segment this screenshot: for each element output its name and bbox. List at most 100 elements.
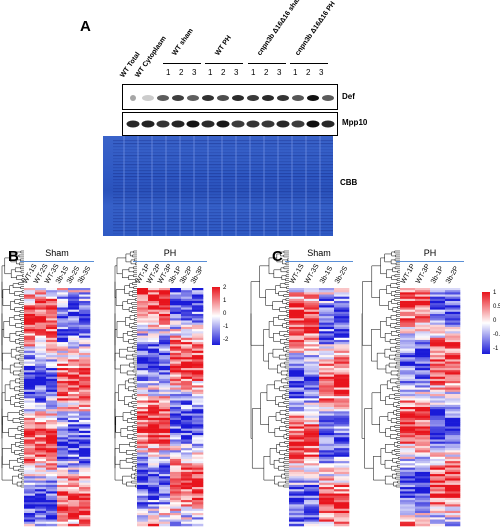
dendrogram-branch bbox=[20, 345, 24, 349]
heatmap-cell bbox=[415, 407, 431, 410]
heatmap-cell bbox=[159, 441, 171, 445]
heatmap-cell bbox=[181, 441, 193, 445]
heatmap-cell bbox=[137, 484, 149, 488]
heatmap-cell bbox=[24, 376, 36, 380]
heatmap-cell bbox=[304, 465, 320, 468]
heatmap-cell bbox=[192, 329, 204, 332]
heatmap-cell bbox=[334, 448, 350, 451]
heatmap-cell bbox=[35, 445, 47, 449]
heatmap-cell bbox=[148, 487, 160, 490]
heatmap-cell bbox=[289, 292, 305, 295]
dendrogram-branch bbox=[397, 441, 400, 444]
heatmap-cell bbox=[148, 370, 160, 373]
heatmap-cell bbox=[137, 350, 149, 354]
heatmap-cell bbox=[35, 300, 47, 304]
dendrogram-branch bbox=[132, 294, 137, 297]
dendrogram-branch bbox=[20, 326, 24, 329]
heatmap-cell bbox=[24, 456, 36, 460]
heatmap-cell bbox=[192, 374, 204, 378]
heatmap-cell bbox=[137, 318, 149, 321]
heatmap-cell bbox=[46, 292, 58, 295]
heatmap-cell bbox=[400, 500, 416, 503]
heatmap-cell bbox=[192, 491, 204, 494]
heatmap-cell bbox=[79, 476, 91, 479]
heatmap-cell bbox=[445, 396, 461, 399]
dendrogram-branch bbox=[132, 425, 137, 428]
heatmap-cell bbox=[430, 292, 446, 295]
heatmap-cell bbox=[68, 296, 80, 300]
heatmap-cell bbox=[68, 374, 80, 378]
heatmap-cell bbox=[170, 407, 182, 410]
heatmap-cell bbox=[430, 337, 446, 341]
heatmap-cell bbox=[79, 368, 91, 371]
heatmap-cell bbox=[159, 387, 171, 390]
heatmap-cell bbox=[79, 361, 91, 365]
dendrogram-branch bbox=[285, 413, 289, 416]
heatmap-cell bbox=[68, 407, 80, 410]
heatmap-cell bbox=[137, 407, 149, 410]
heatmap-cell bbox=[304, 415, 320, 419]
heatmap-cell bbox=[170, 521, 182, 525]
heatmap-cell bbox=[319, 363, 335, 367]
heatmap-cell bbox=[400, 471, 416, 475]
heatmap-cell bbox=[68, 452, 80, 455]
heatmap-cell bbox=[289, 365, 305, 369]
heatmap-cell bbox=[304, 435, 320, 438]
heatmap-cell bbox=[181, 292, 193, 295]
heatmap-cell bbox=[445, 398, 461, 401]
heatmap-cell bbox=[400, 296, 416, 300]
heatmap-cell bbox=[57, 495, 69, 499]
dendrogram-branch bbox=[128, 378, 134, 384]
group-line bbox=[248, 63, 286, 64]
heatmap-cell bbox=[192, 290, 204, 293]
dendrogram-branch bbox=[131, 457, 137, 460]
heatmap-cell bbox=[46, 385, 58, 388]
heatmap-cell bbox=[192, 441, 204, 445]
heatmap-cell bbox=[46, 461, 58, 464]
dendrogram-branch bbox=[19, 294, 24, 297]
heatmap-cell bbox=[319, 467, 335, 471]
heatmap-cell bbox=[319, 487, 335, 490]
heatmap-cell bbox=[415, 500, 431, 503]
heatmap-cell bbox=[445, 342, 461, 345]
heatmap-cell bbox=[79, 305, 91, 308]
heatmap-cell bbox=[334, 417, 350, 421]
heatmap-cell bbox=[24, 368, 36, 371]
heatmap-cell bbox=[137, 396, 149, 399]
heatmap-cell bbox=[137, 391, 149, 395]
heatmap-cell bbox=[415, 326, 431, 330]
heatmap-cell bbox=[137, 363, 149, 367]
dendrogram-branch bbox=[285, 417, 289, 420]
heatmap-cell bbox=[46, 318, 58, 321]
heatmap-cell bbox=[400, 469, 416, 473]
heatmap-cell bbox=[415, 439, 431, 442]
heatmap-cell bbox=[400, 344, 416, 347]
heatmap-cell bbox=[46, 443, 58, 447]
heatmap-cell bbox=[430, 422, 446, 425]
heatmap-cell bbox=[79, 309, 91, 313]
heatmap-cell bbox=[334, 326, 350, 330]
heatmap-cell bbox=[148, 292, 160, 295]
heatmap-cell bbox=[170, 474, 182, 477]
heatmap-cell bbox=[57, 419, 69, 423]
heatmap-cell bbox=[319, 474, 335, 477]
heatmap-cell bbox=[304, 320, 320, 323]
heatmap-cell bbox=[68, 370, 80, 373]
heatmap-cell bbox=[304, 303, 320, 306]
heatmap-cell bbox=[79, 424, 91, 427]
dendrogram-branch bbox=[393, 481, 398, 487]
dendrogram-branch bbox=[396, 417, 400, 420]
dendrogram-branch bbox=[128, 275, 136, 280]
heatmap-cell bbox=[24, 318, 36, 321]
heatmap-cell bbox=[289, 352, 305, 356]
heatmap-cell bbox=[35, 454, 47, 458]
heatmap-cell bbox=[415, 430, 431, 434]
dendrogram-branch bbox=[272, 301, 283, 310]
cbb-lane-gap bbox=[277, 136, 279, 236]
heatmap-cell bbox=[192, 493, 204, 497]
heatmap-cell bbox=[400, 365, 416, 369]
heatmap-cell bbox=[400, 432, 416, 436]
heatmap-cell bbox=[289, 407, 305, 410]
heatmap-cell bbox=[192, 318, 204, 321]
heatmap-cell bbox=[445, 337, 461, 341]
